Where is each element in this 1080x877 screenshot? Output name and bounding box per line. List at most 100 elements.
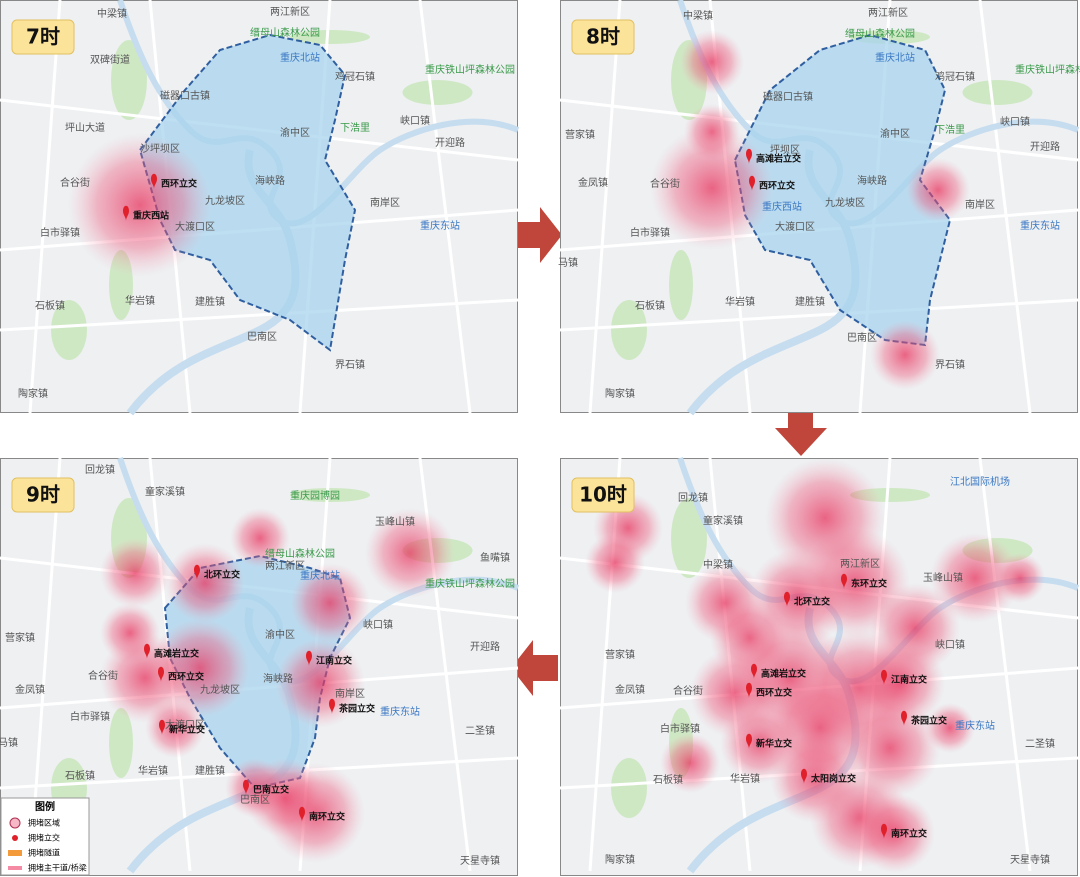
hotspot-label: 新华立交 xyxy=(756,738,792,750)
hotspot-label: 北环立交 xyxy=(204,569,240,581)
place-label: 鸡冠石镇 xyxy=(935,70,975,83)
place-label: 九龙坡区 xyxy=(825,196,865,209)
place-label: 华岩镇 xyxy=(730,772,760,785)
place-label: 白市驿镇 xyxy=(660,722,700,735)
congestion-pin xyxy=(194,564,200,580)
congestion-pin xyxy=(881,823,887,839)
hotspot-label: 重庆西站 xyxy=(133,210,169,222)
hotspot-label: 江南立交 xyxy=(891,674,927,686)
place-label: 建胜镇 xyxy=(795,295,825,308)
place-label: 两江新区 xyxy=(265,559,305,572)
place-label: 重庆东站 xyxy=(380,705,420,718)
congestion-pin xyxy=(158,666,164,682)
place-label: 鱼嘴镇 xyxy=(480,551,510,564)
congestion-glow xyxy=(660,733,720,793)
congestion-pin xyxy=(299,806,305,822)
place-label: 金凤镇 xyxy=(578,176,608,189)
road xyxy=(559,298,1079,332)
congestion-glow xyxy=(365,508,455,598)
place-label: 重庆铁山坪森林公园 xyxy=(425,63,515,76)
place-label: 营家镇 xyxy=(5,631,35,644)
place-label: 界石镇 xyxy=(335,358,365,371)
road xyxy=(418,0,472,414)
place-label: 白市驿镇 xyxy=(630,226,670,239)
place-label: 陶家镇 xyxy=(605,853,635,866)
place-label: 坪山大道 xyxy=(65,121,105,134)
road xyxy=(978,0,1032,414)
green-area xyxy=(402,80,473,105)
green-area xyxy=(290,30,370,44)
place-label: 沙坪坝区 xyxy=(140,142,180,155)
congestion-glow xyxy=(906,158,970,222)
place-label: 渝中区 xyxy=(880,127,910,140)
hotspot-label: 巴南立交 xyxy=(253,784,289,796)
arrow xyxy=(515,207,562,263)
place-label: 渝中区 xyxy=(265,628,295,641)
green-area xyxy=(611,758,647,818)
place-label: 白市驿镇 xyxy=(70,710,110,723)
hotspot-label: 西环立交 xyxy=(759,180,795,192)
green-area xyxy=(111,40,147,120)
congestion-pin xyxy=(784,591,790,607)
congestion-pin xyxy=(746,148,752,164)
time-badge xyxy=(11,19,75,55)
hotspot-label: 新华立交 xyxy=(169,724,205,736)
green-area xyxy=(611,300,647,360)
place-label: 重庆东站 xyxy=(1020,219,1060,232)
place-label: 白市驿镇 xyxy=(40,226,80,239)
place-label: 两江新区 xyxy=(840,557,880,570)
congestion-glow xyxy=(870,320,940,390)
place-label: 回龙镇 xyxy=(85,463,115,476)
place-label: 石板镇 xyxy=(635,299,665,312)
road xyxy=(588,0,622,414)
legend-item: 拥堵立交 xyxy=(28,833,60,843)
place-label: 合谷街 xyxy=(673,684,703,697)
hotspot-label: 东环立交 xyxy=(851,578,887,590)
congestion-glow xyxy=(245,758,325,838)
place-label: 两江新区 xyxy=(868,6,908,19)
congestion-glow xyxy=(230,508,290,568)
congestion-glow xyxy=(925,703,975,753)
arrow xyxy=(511,640,558,696)
place-label: 天星寺镇 xyxy=(1010,853,1050,866)
time-label: 8时 xyxy=(586,25,620,49)
congestion-glow xyxy=(290,563,370,643)
place-label: 玉峰山镇 xyxy=(923,571,963,584)
place-label: 陶家镇 xyxy=(18,387,48,400)
place-label: 南岸区 xyxy=(335,687,365,700)
place-label: 海峡路 xyxy=(255,174,285,187)
place-label: 营家镇 xyxy=(605,648,635,661)
place-label: 回龙镇 xyxy=(678,491,708,504)
congestion-pin xyxy=(123,205,129,221)
legend-item: 拥堵主干道/桥梁 xyxy=(28,863,87,873)
place-label: 营家镇 xyxy=(565,128,595,141)
road xyxy=(978,457,1032,872)
place-label: 合谷街 xyxy=(60,176,90,189)
congestion-zone xyxy=(733,33,952,347)
place-label: 南岸区 xyxy=(965,198,995,211)
time-badge xyxy=(571,19,635,55)
arrow xyxy=(775,410,827,456)
congestion-glow xyxy=(275,638,365,728)
place-label: 巴南区 xyxy=(847,331,877,344)
time-label: 7时 xyxy=(26,25,60,49)
place-label: 陶家镇 xyxy=(605,387,635,400)
congestion-glow xyxy=(150,618,250,718)
place-label: 大渡口区 xyxy=(775,220,815,233)
place-label: 大渡口区 xyxy=(175,220,215,233)
green-area xyxy=(671,498,707,578)
congestion-glow xyxy=(995,553,1045,603)
legend-symbol xyxy=(8,850,22,856)
congestion-glow xyxy=(680,30,744,94)
congestion-pin xyxy=(901,710,907,726)
legend-item: 拥堵隧道 xyxy=(28,848,60,858)
place-label: 重庆北站 xyxy=(280,51,320,64)
place-label: 玉峰山镇 xyxy=(375,515,415,528)
congestion-pin xyxy=(151,173,157,189)
place-label: 南岸区 xyxy=(370,196,400,209)
legend-title: 图例 xyxy=(35,800,55,813)
place-label: 两江新区 xyxy=(270,5,310,18)
place-label: 峡口镇 xyxy=(935,638,965,651)
